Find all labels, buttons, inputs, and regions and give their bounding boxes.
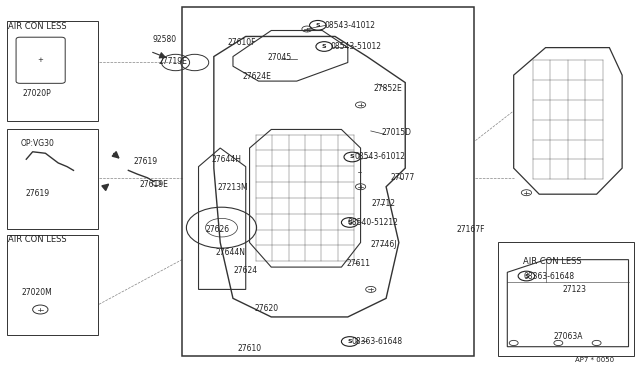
Text: AIR CON LESS: AIR CON LESS: [8, 235, 67, 244]
Text: 27015D: 27015D: [381, 128, 412, 137]
Text: S: S: [316, 23, 320, 28]
Bar: [182, 7, 474, 356]
Text: 27610: 27610: [237, 344, 262, 353]
Bar: [7, 129, 98, 229]
Text: 27610F: 27610F: [227, 38, 255, 47]
Bar: [499, 242, 634, 356]
Text: OP:VG30: OP:VG30: [20, 139, 54, 148]
Text: 27123: 27123: [563, 285, 587, 294]
Text: S: S: [322, 44, 326, 49]
Text: 27619: 27619: [25, 189, 49, 198]
Text: 27626: 27626: [205, 225, 230, 234]
Text: 27020P: 27020P: [23, 89, 51, 97]
Text: 08363-61648: 08363-61648: [524, 272, 575, 280]
Text: 92580: 92580: [153, 35, 177, 44]
Text: AIR CON LESS: AIR CON LESS: [523, 257, 581, 266]
Text: AP7 * 0050: AP7 * 0050: [575, 357, 614, 363]
Text: 27644H: 27644H: [212, 155, 241, 164]
Text: 27620: 27620: [255, 304, 279, 312]
Text: 27746J: 27746J: [371, 240, 397, 249]
Text: 27624E: 27624E: [243, 72, 271, 81]
Text: 08543-51012: 08543-51012: [331, 42, 381, 51]
Text: 27167F: 27167F: [457, 225, 485, 234]
Text: 27624: 27624: [234, 266, 258, 275]
Text: 08540-51212: 08540-51212: [348, 218, 399, 227]
Bar: [7, 21, 98, 121]
Text: 27045: 27045: [268, 53, 292, 62]
Bar: [7, 235, 98, 335]
Text: 08543-41012: 08543-41012: [324, 21, 375, 30]
Text: S: S: [350, 154, 355, 160]
Text: 27852E: 27852E: [374, 84, 403, 93]
Text: 27619: 27619: [134, 157, 157, 166]
Text: 27611: 27611: [346, 259, 370, 268]
Text: 27712: 27712: [372, 199, 396, 208]
Text: 27644N: 27644N: [216, 248, 245, 257]
Text: 27020M: 27020M: [22, 288, 52, 296]
Text: 27719E: 27719E: [159, 57, 188, 66]
Text: 27077: 27077: [390, 173, 415, 182]
Text: AIR CON LESS: AIR CON LESS: [8, 22, 67, 31]
Text: 27063A: 27063A: [554, 332, 583, 341]
Text: 27213M: 27213M: [218, 183, 248, 192]
Text: 08543-61012: 08543-61012: [354, 153, 405, 161]
Text: S: S: [524, 273, 529, 279]
Text: +: +: [37, 57, 44, 63]
Text: 08363-61648: 08363-61648: [351, 337, 403, 346]
Text: 27619E: 27619E: [140, 180, 168, 189]
Text: S: S: [348, 339, 352, 344]
Text: S: S: [348, 220, 352, 225]
